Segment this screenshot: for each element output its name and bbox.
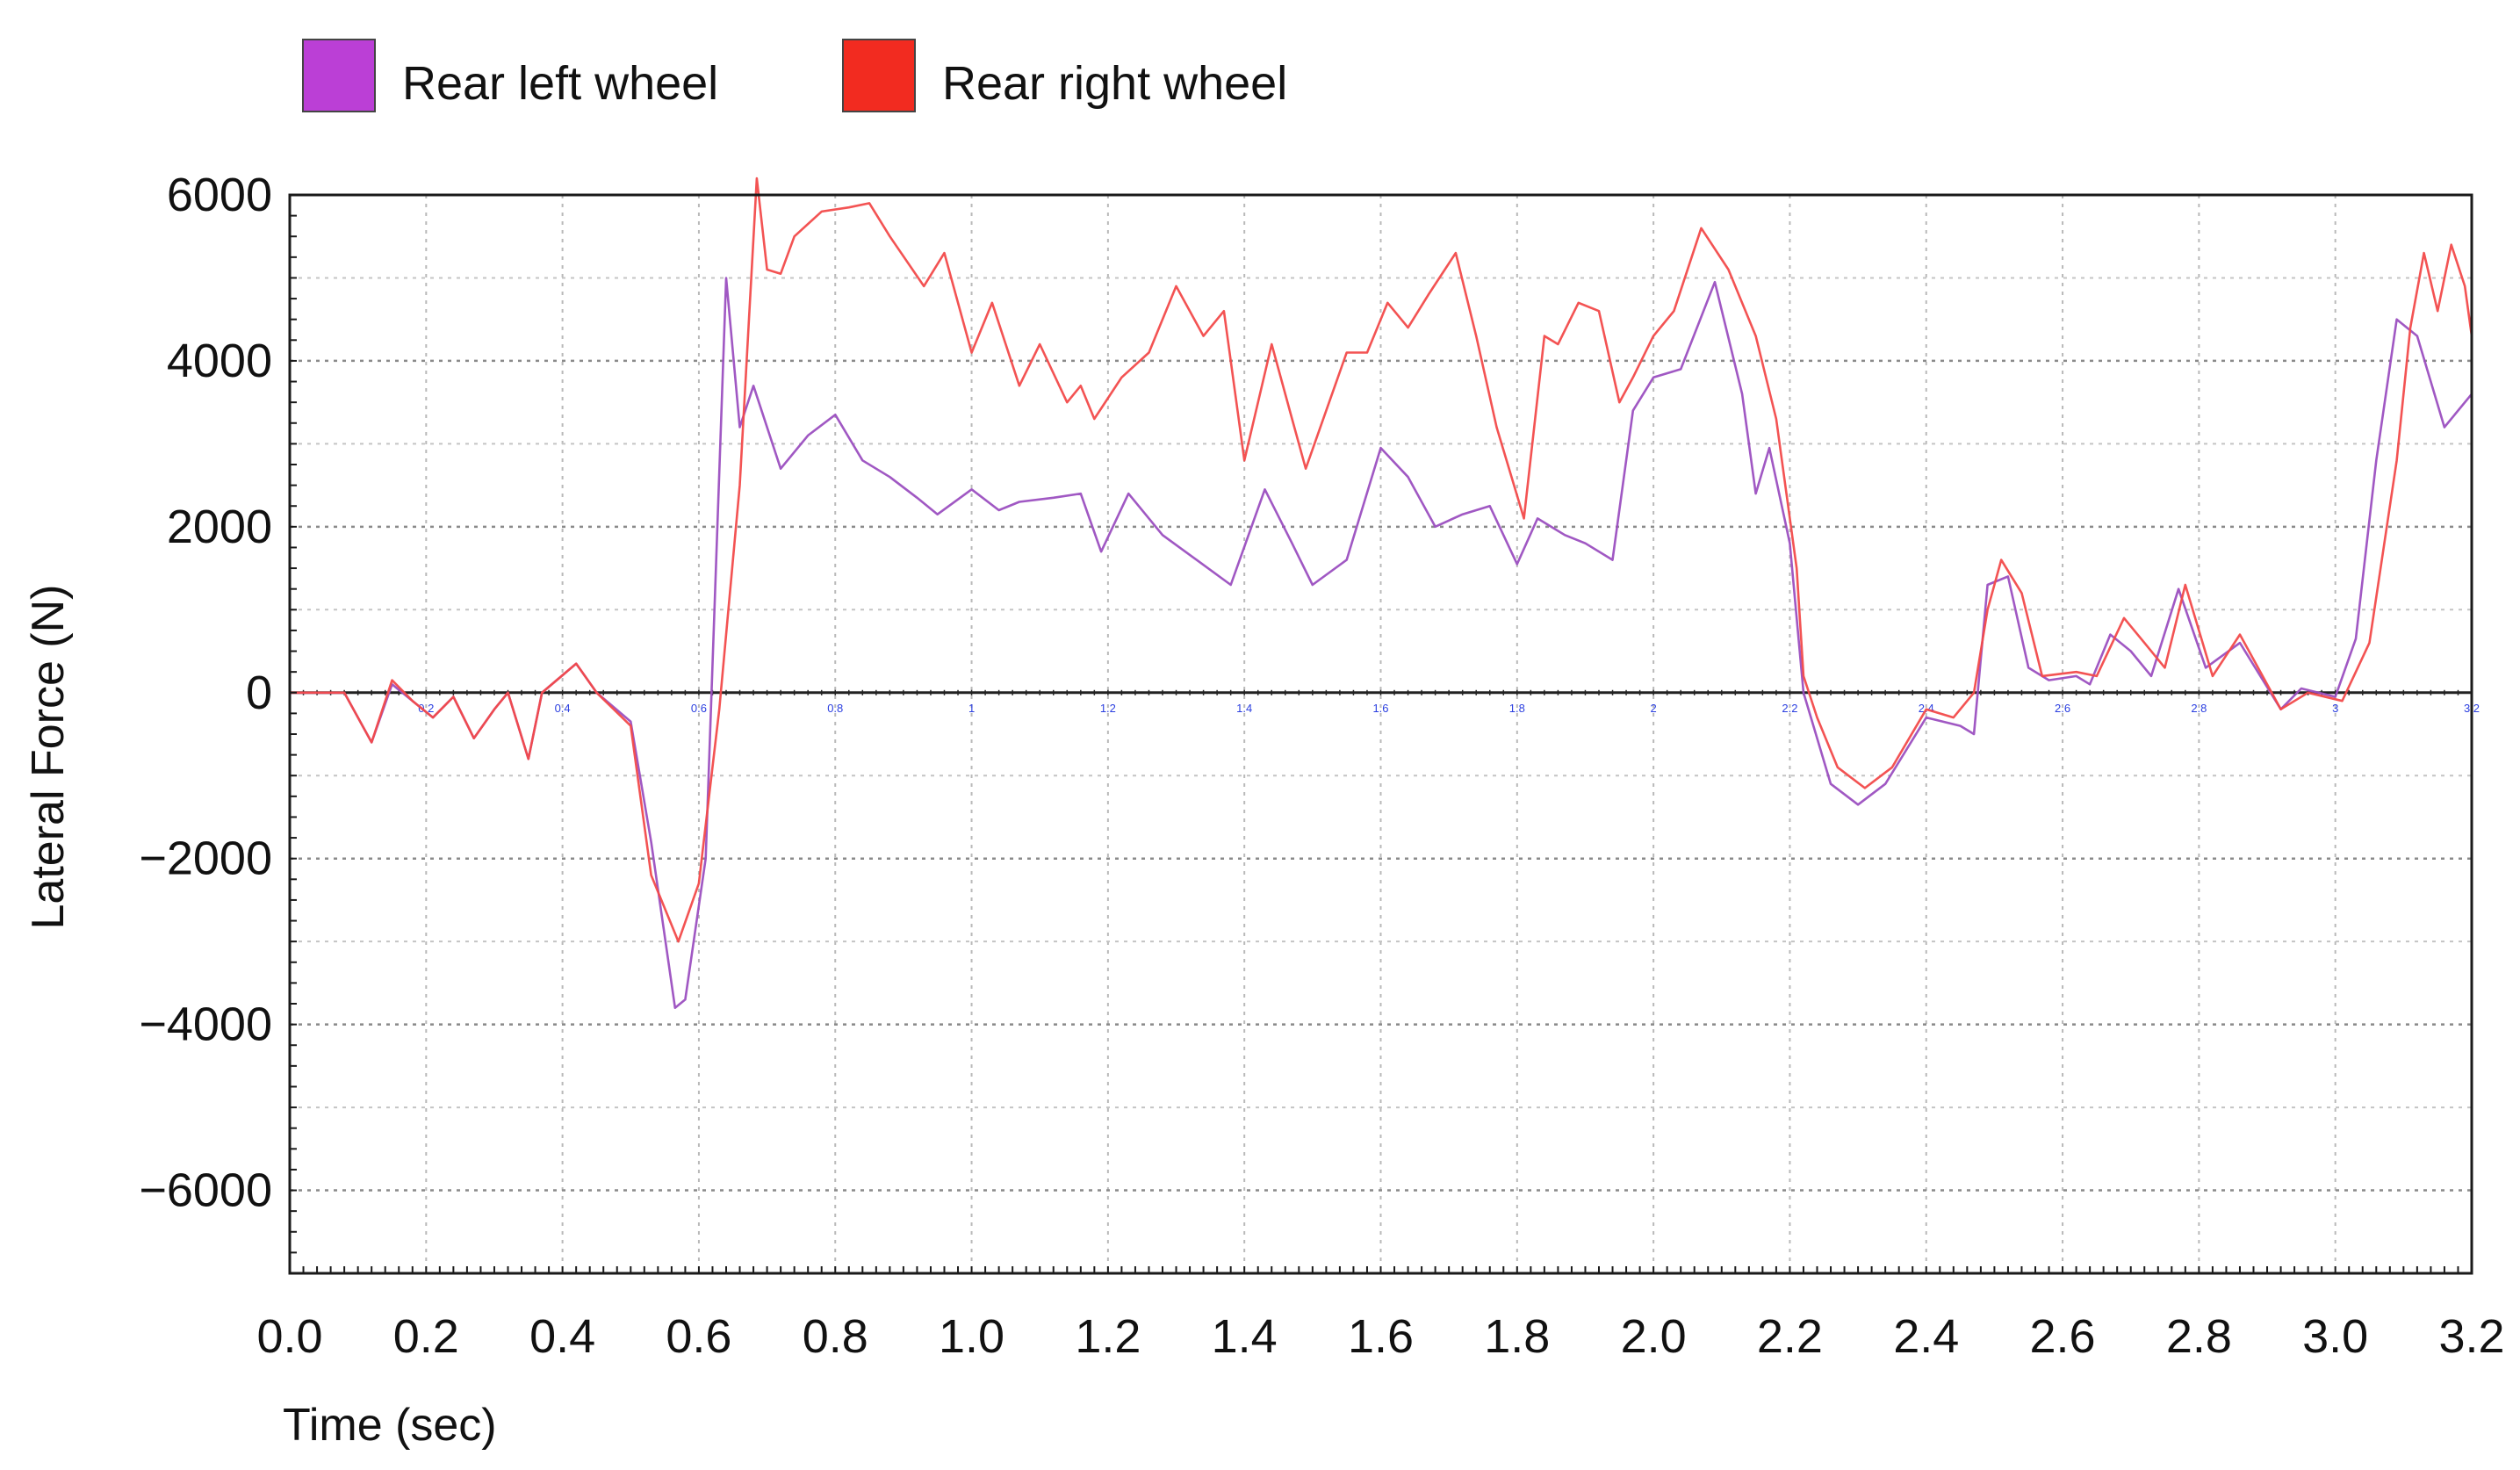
series-lines [288,177,2473,1009]
legend-swatch [842,39,916,112]
y-tick-label: 2000 [167,501,272,553]
y-tick-label: −2000 [139,832,272,885]
y-axis-label: Lateral Force (N) [23,585,74,930]
inner-axis-label: 0.2 [418,702,434,715]
plot-frame [288,193,2473,1275]
tick-labels: 6000 4000 2000 0 −2000 −4000 −6000 0.0 0.2 0.4 0.6… [139,169,2504,1363]
x-tick-label: 0.2 [393,1310,459,1363]
x-tick-label: 2.0 [1621,1310,1687,1363]
series-line-rear-left-wheel [288,277,2473,1009]
y-tick-label: −4000 [139,998,272,1051]
inner-axis-label: 3 [2332,702,2338,715]
x-tick-label: 2.4 [1893,1310,1959,1363]
x-tick-label: 2.6 [2030,1310,2096,1363]
x-tick-label: 2.8 [2166,1310,2232,1363]
x-tick-label: 0.8 [803,1310,868,1363]
x-tick-label: 0.0 [256,1310,322,1363]
inner-axis-label: 2.8 [2191,702,2207,715]
inner-axis-label: 1.6 [1372,702,1388,715]
y-tick-label: 4000 [167,335,272,387]
inner-axis-label: 2.2 [1782,702,1797,715]
series-line-rear-right-wheel [288,177,2473,943]
legend-swatch [302,39,376,112]
y-tick-label: −6000 [139,1164,272,1217]
x-tick-label: 1.2 [1075,1310,1141,1363]
inner-axis-label: 1 [968,702,975,715]
x-axis-label: Time (sec) [283,1400,497,1451]
inner-axis-label: 1.8 [1509,702,1525,715]
y-tick-label: 6000 [167,169,272,221]
zero-axis: 0.2 0.4 0.6 0.8 1 1.2 1.4 1.6 1.8 2 2.2 2.4 2.6 2.8 3 3… [289,689,2480,715]
x-tick-label: 0.4 [529,1310,595,1363]
x-tick-label: 1.8 [1484,1310,1550,1363]
grid [289,193,2473,1274]
x-tick-label: 3.2 [2438,1310,2504,1363]
legend: Rear left wheel Rear right wheel [302,39,1287,112]
inner-axis-label: 2.6 [2055,702,2070,715]
x-tick-label: 2.2 [1757,1310,1823,1363]
y-tick-label: 0 [246,667,272,719]
inner-axis-label: 0.8 [827,702,843,715]
inner-axis-label: 2 [1651,702,1657,715]
x-tick-label: 1.0 [939,1310,1004,1363]
inner-axis-label: 0.6 [691,702,707,715]
x-tick-label: 0.6 [666,1310,731,1363]
inner-axis-label: 1.4 [1236,702,1252,715]
inner-axis-label: 2.4 [1919,702,1934,715]
inner-axis-label: 1.2 [1100,702,1116,715]
legend-label: Rear right wheel [942,57,1287,110]
legend-label: Rear left wheel [402,57,718,110]
x-tick-label: 1.6 [1348,1310,1414,1363]
inner-axis-label: 0.4 [555,702,571,715]
x-tick-label: 3.0 [2302,1310,2368,1363]
x-tick-label: 1.4 [1212,1310,1278,1363]
